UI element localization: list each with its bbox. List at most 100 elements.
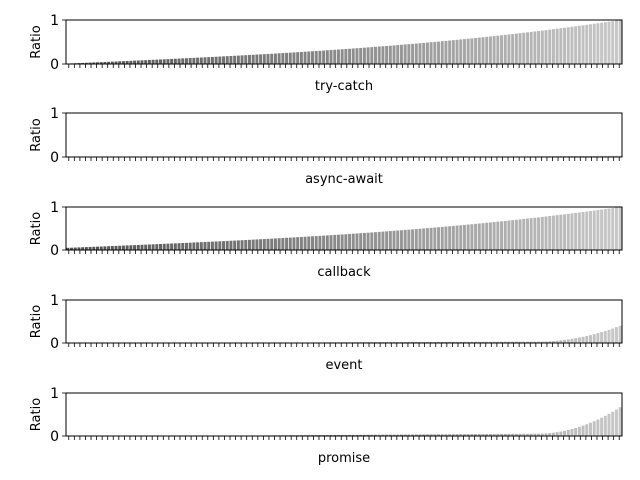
bar bbox=[607, 208, 611, 250]
bar bbox=[114, 245, 118, 250]
x-axis-label: callback bbox=[317, 265, 371, 280]
bar bbox=[589, 24, 592, 65]
bar bbox=[470, 434, 474, 436]
bar bbox=[511, 34, 515, 64]
bar bbox=[296, 52, 300, 64]
bar bbox=[311, 236, 314, 250]
bar bbox=[533, 433, 537, 436]
bar bbox=[511, 220, 515, 250]
bar bbox=[537, 433, 541, 436]
bar bbox=[70, 247, 74, 250]
bar bbox=[566, 339, 570, 343]
bar bbox=[407, 44, 411, 64]
bar bbox=[433, 41, 437, 64]
bar bbox=[392, 45, 396, 64]
bar bbox=[414, 229, 418, 250]
bar bbox=[551, 432, 555, 436]
bar bbox=[422, 434, 426, 436]
bar bbox=[314, 51, 318, 64]
bar bbox=[603, 155, 607, 157]
bar bbox=[592, 421, 596, 436]
bar bbox=[474, 434, 478, 436]
bar bbox=[526, 218, 529, 250]
bar bbox=[592, 23, 596, 64]
bar bbox=[440, 226, 444, 250]
bar bbox=[462, 224, 466, 250]
subplot-callback: 0 1 Ratio callback bbox=[29, 200, 623, 280]
bar bbox=[559, 340, 563, 343]
bar bbox=[540, 30, 544, 64]
x-axis-label: promise bbox=[318, 451, 370, 466]
bar bbox=[355, 48, 359, 64]
bar bbox=[522, 433, 526, 436]
bar bbox=[396, 45, 400, 64]
bar bbox=[403, 44, 407, 64]
bar bbox=[307, 51, 311, 64]
subplot-event: 0 1 Ratio event bbox=[29, 293, 623, 373]
bar bbox=[492, 433, 496, 436]
bar bbox=[292, 52, 296, 64]
bar bbox=[581, 25, 585, 64]
bar bbox=[207, 241, 211, 250]
bar bbox=[399, 434, 403, 436]
bar bbox=[507, 433, 511, 436]
bar bbox=[555, 340, 559, 343]
bar bbox=[488, 222, 492, 250]
bar bbox=[240, 55, 244, 64]
bar bbox=[314, 236, 318, 250]
bar bbox=[529, 433, 533, 436]
y-tick-label: 0 bbox=[50, 336, 59, 352]
bar bbox=[529, 218, 533, 250]
bar bbox=[511, 341, 515, 343]
bar bbox=[392, 434, 396, 436]
bar bbox=[418, 43, 422, 64]
bar bbox=[88, 62, 92, 64]
bar bbox=[600, 155, 604, 157]
bar bbox=[455, 225, 459, 250]
bar bbox=[251, 239, 255, 250]
bar bbox=[422, 42, 426, 64]
bar bbox=[548, 341, 552, 343]
bar bbox=[266, 53, 270, 64]
bar bbox=[196, 57, 200, 64]
bar bbox=[488, 341, 492, 343]
bar bbox=[548, 29, 552, 64]
bar bbox=[526, 433, 529, 436]
bar bbox=[370, 232, 374, 250]
bar bbox=[340, 234, 344, 250]
bar bbox=[177, 243, 181, 250]
axes-frame bbox=[65, 112, 623, 158]
bar bbox=[589, 335, 592, 343]
bar bbox=[514, 33, 518, 64]
bar bbox=[433, 227, 437, 250]
bar bbox=[118, 61, 122, 64]
bar bbox=[548, 433, 552, 436]
bar bbox=[466, 224, 470, 250]
bar bbox=[140, 60, 144, 64]
bar bbox=[259, 239, 263, 250]
bar bbox=[488, 36, 492, 64]
bar bbox=[474, 223, 478, 250]
bar bbox=[159, 243, 163, 250]
bar bbox=[199, 57, 203, 64]
axes-frame bbox=[65, 299, 623, 344]
bar bbox=[451, 225, 455, 250]
bar bbox=[199, 242, 203, 250]
bar bbox=[544, 30, 548, 65]
bar bbox=[592, 155, 596, 157]
bar bbox=[614, 207, 618, 250]
bar bbox=[225, 56, 229, 64]
bar bbox=[481, 341, 485, 343]
bar bbox=[477, 434, 481, 436]
bar bbox=[559, 28, 563, 64]
bar bbox=[285, 237, 289, 250]
bar bbox=[585, 335, 589, 343]
bar bbox=[133, 245, 137, 250]
bar bbox=[585, 424, 589, 436]
bar bbox=[585, 24, 589, 64]
bar bbox=[173, 58, 177, 64]
bar bbox=[281, 53, 285, 64]
bar bbox=[485, 36, 489, 64]
bar bbox=[296, 237, 300, 250]
bar bbox=[577, 25, 581, 64]
